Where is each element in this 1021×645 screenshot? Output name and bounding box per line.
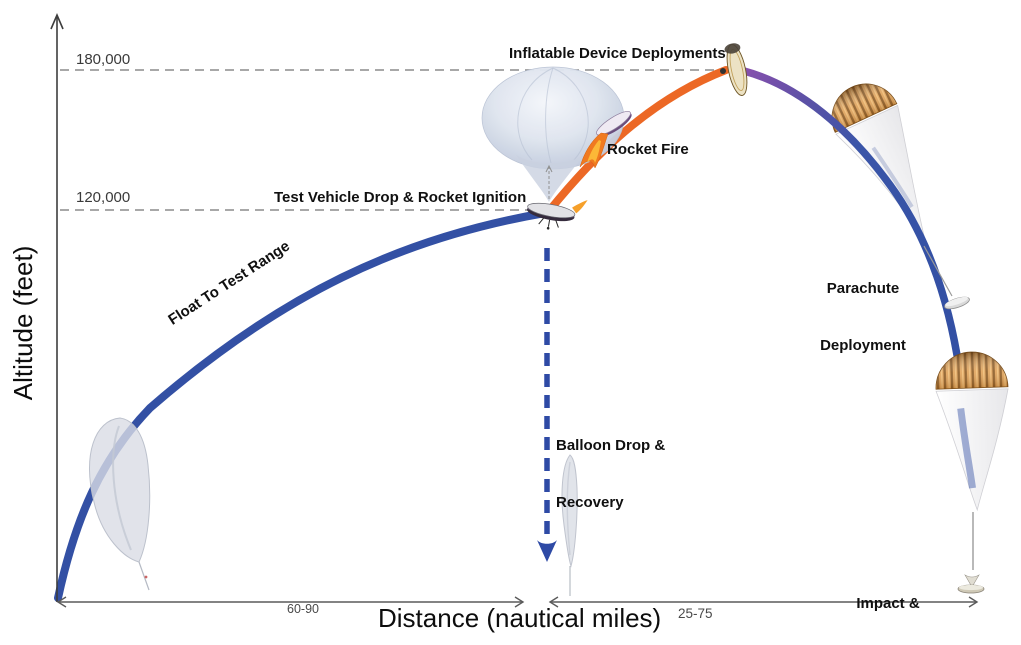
x-axis-left-range-arrow	[56, 596, 525, 608]
label-impact-line1: Impact &	[856, 595, 920, 612]
ballute-parachute-icon	[831, 83, 926, 240]
y-tick-180000: 180,000	[76, 51, 131, 68]
label-inflatable-device-deployments: Inflatable Device Deployments	[509, 45, 726, 62]
label-parachute-line1: Parachute	[826, 280, 900, 297]
float-trajectory-path	[54, 209, 549, 602]
label-rocket-fire: Rocket Fire	[607, 141, 689, 158]
deflated-balloon-near-origin-icon	[88, 417, 151, 591]
label-balloon-drop-line2: Recovery	[556, 494, 624, 511]
x-axis-right-range-arrow	[548, 596, 979, 608]
y-axis-title: Altitude (feet)	[8, 245, 39, 401]
rocket-flame-icon	[579, 132, 609, 169]
label-test-vehicle-drop: Test Vehicle Drop & Rocket Ignition	[274, 189, 527, 206]
deflated-balloon-at-drop-icon	[561, 454, 578, 596]
apex-attach-dot	[720, 68, 726, 74]
test-vehicle-icon	[527, 200, 588, 230]
balloon-drop-arrow	[537, 248, 557, 562]
apex-saucer-icon	[724, 43, 748, 96]
rocket-fire-saucer-icon	[596, 110, 632, 137]
main-parachute-icon	[935, 351, 1009, 512]
x-range-right: 25-75	[678, 606, 713, 621]
descent-trajectory-path	[740, 67, 961, 359]
impact-vehicle-icon	[957, 512, 985, 594]
hanging-vehicle-icon	[923, 245, 970, 310]
carrier-balloon-icon	[481, 66, 625, 202]
y-tick-120000: 120,000	[76, 189, 131, 206]
label-parachute-line2: Deployment	[820, 337, 906, 354]
y-axis	[50, 12, 64, 602]
label-balloon-drop: Balloon Drop & Recovery	[556, 398, 665, 531]
label-balloon-drop-line1: Balloon Drop &	[556, 437, 666, 454]
x-axis-title: Distance (nautical miles)	[378, 603, 662, 633]
rocket-ascent-path	[545, 66, 730, 215]
label-impact-recovery: Impact & Recovery	[850, 556, 926, 645]
x-range-left: 60-90	[287, 602, 319, 616]
label-parachute-deployment: Parachute Deployment	[818, 241, 908, 374]
